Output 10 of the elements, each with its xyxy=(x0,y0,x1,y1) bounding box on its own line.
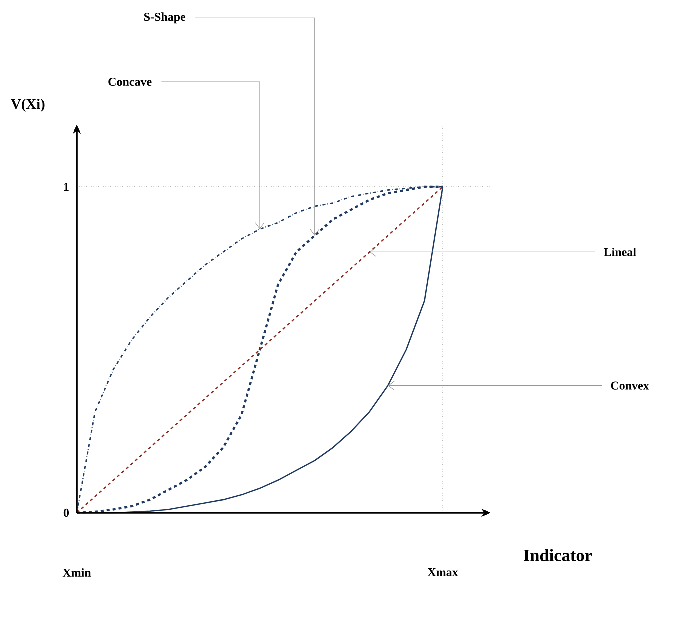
text: Lineal xyxy=(604,248,636,256)
text: S-Shape xyxy=(144,12,186,24)
x-tick-label: Xmax xyxy=(428,568,458,576)
y-tick-label: 1 xyxy=(64,183,69,191)
text: Concave xyxy=(108,78,152,86)
text: Convex xyxy=(611,382,650,390)
y-axis-title: V(Xi) xyxy=(11,98,45,112)
y-tick-label: 0 xyxy=(64,508,70,518)
x-axis-title: Indicator xyxy=(524,549,592,562)
x-tick-label: Xmin xyxy=(62,568,92,577)
